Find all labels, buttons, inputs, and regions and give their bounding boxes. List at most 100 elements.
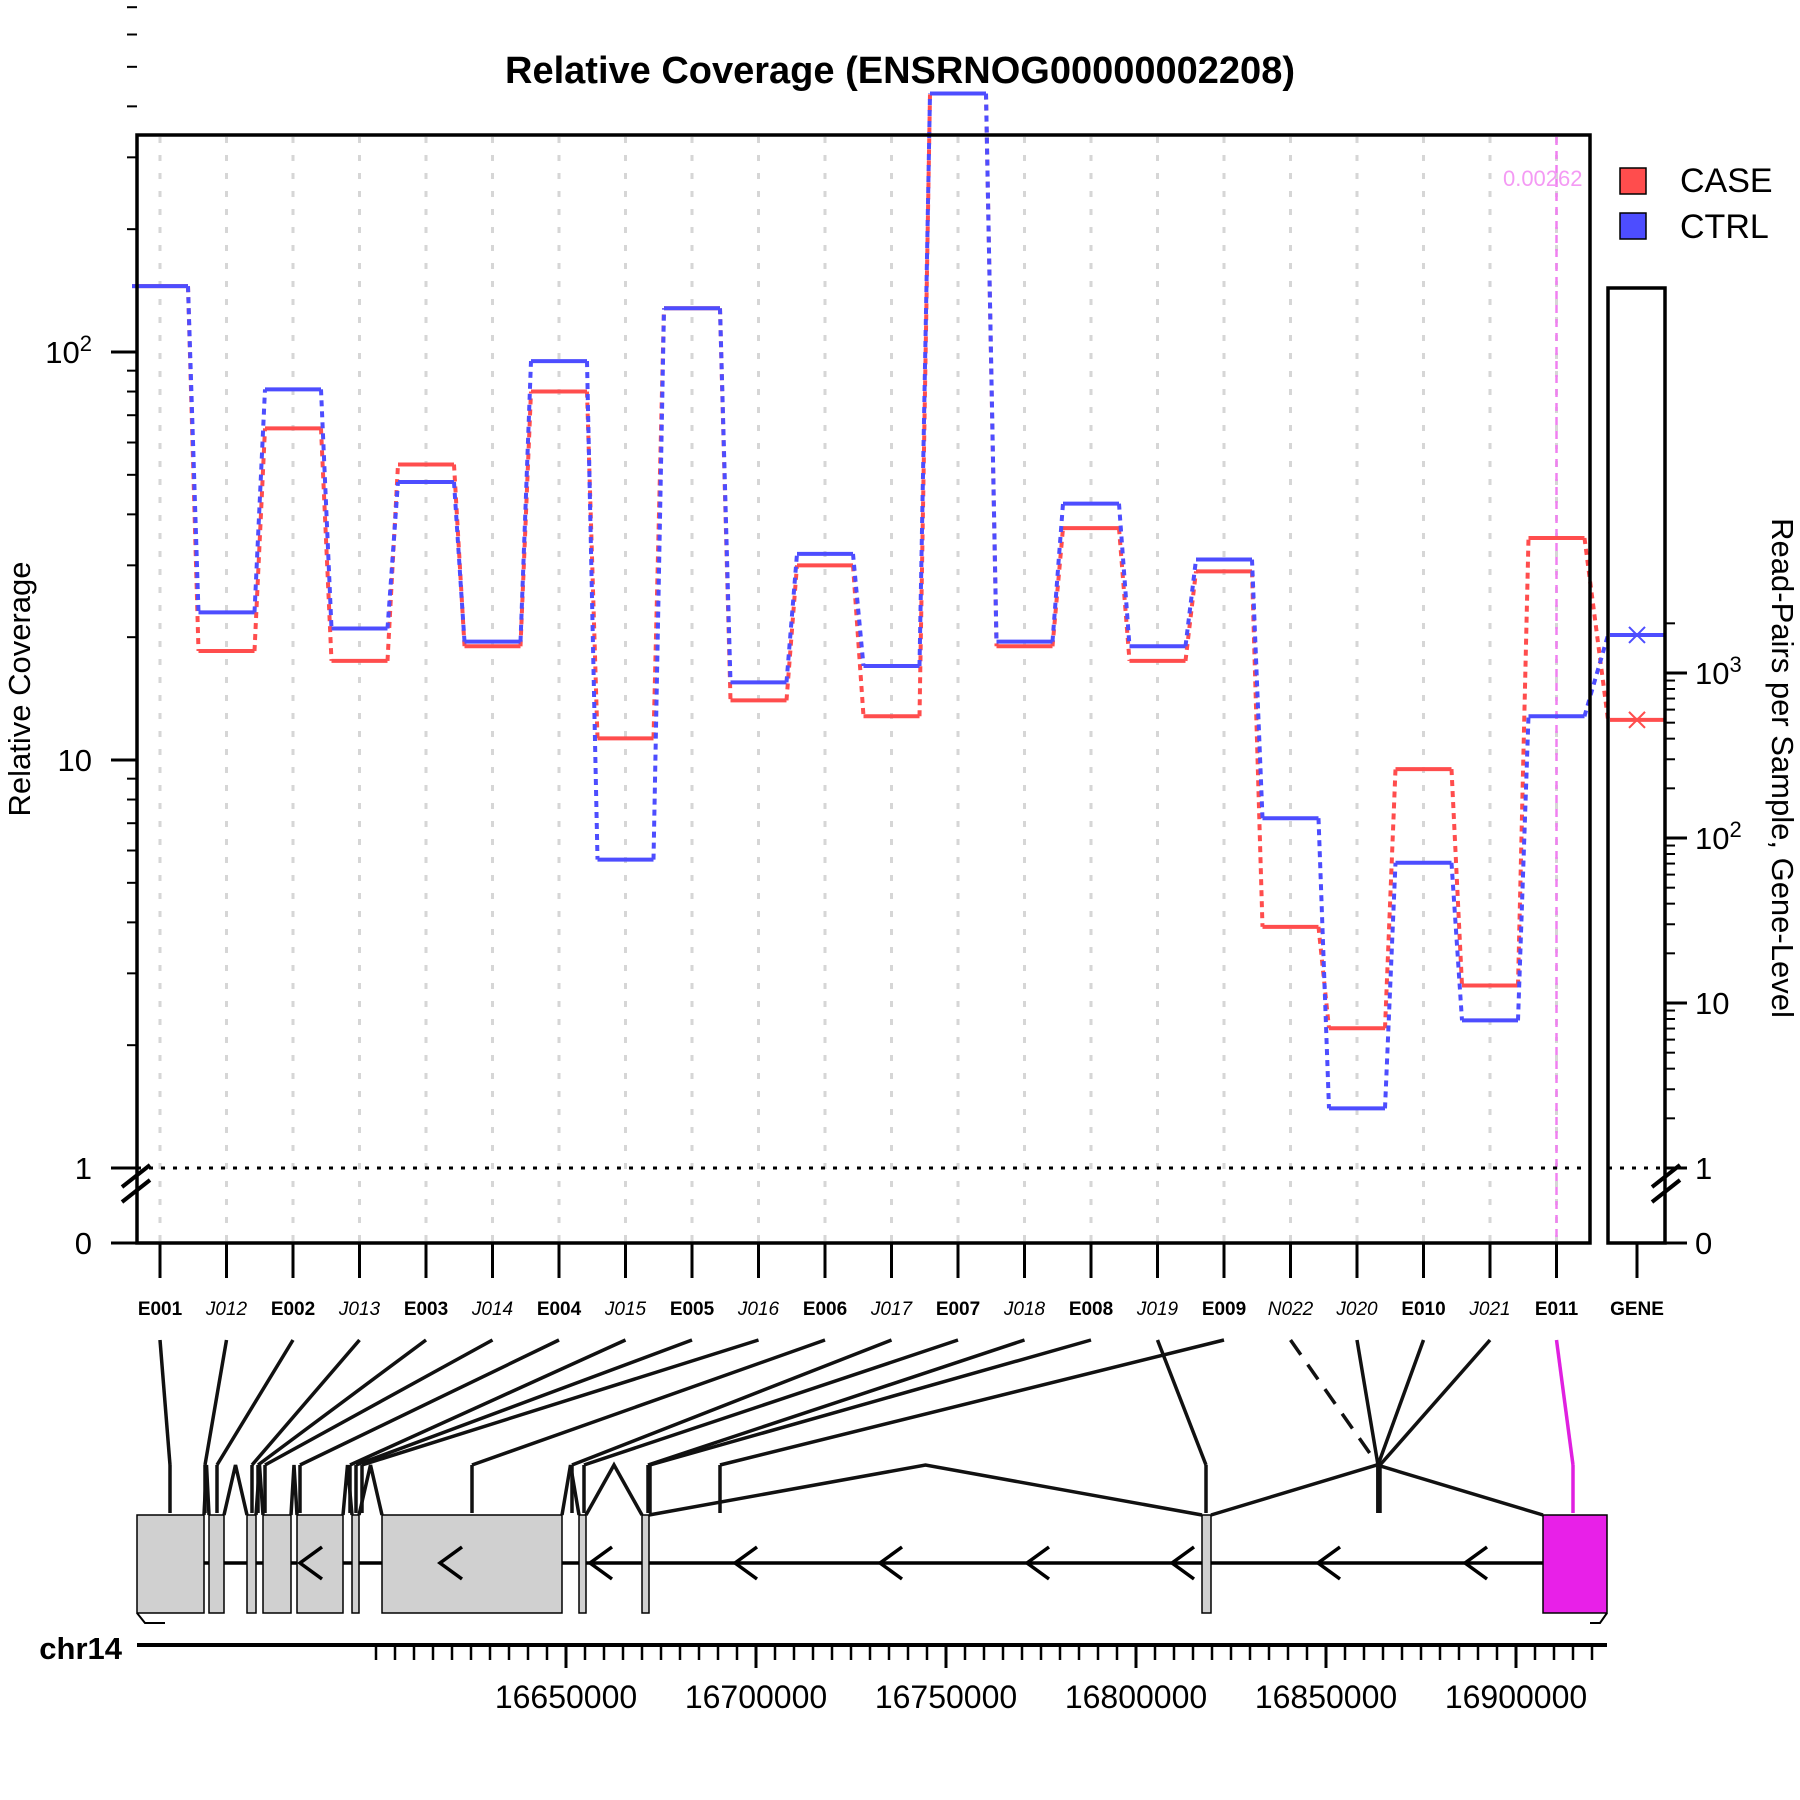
connector-e006 (471, 1338, 826, 1467)
feature-label-gene: GENE (1610, 1299, 1664, 1320)
connector-case (1183, 571, 1198, 662)
connector-case (452, 464, 467, 647)
y-tick-label: 102 (45, 331, 92, 370)
genome-tick-label: 16850000 (1255, 1679, 1397, 1715)
feature-label-j015: J015 (604, 1299, 647, 1320)
connector-ctrl (1050, 503, 1065, 642)
connector-j018 (647, 1338, 1026, 1467)
axis-break-mark (120, 1178, 152, 1204)
connector-ctrl (1250, 559, 1265, 819)
gene-marker-case (1628, 711, 1646, 729)
connector-e008 (649, 1338, 1092, 1467)
highlighted-exon-block (1542, 1514, 1608, 1614)
genome-tick-label: 16650000 (495, 1679, 637, 1715)
feature-label-j012: J012 (205, 1299, 248, 1320)
connector-ctrl (186, 286, 201, 613)
feature-label-j017: J017 (870, 1299, 914, 1320)
connector-n022 (1289, 1338, 1380, 1467)
connector-e010 (1376, 1339, 1426, 1466)
feature-label-j021: J021 (1468, 1299, 1510, 1320)
connector-ctrl (252, 389, 267, 613)
exon-block (136, 1514, 205, 1614)
feature-label-e003: E003 (404, 1299, 448, 1320)
connector-case (1316, 926, 1331, 1029)
feature-label-j018: J018 (1003, 1299, 1046, 1320)
axis-break-mark (120, 1163, 152, 1189)
feature-label-j013: J013 (338, 1299, 381, 1320)
connector-ctrl (917, 93, 932, 667)
junction-arc (202, 1464, 211, 1516)
strand-arrow (732, 1545, 759, 1581)
connector-j016 (361, 1338, 760, 1467)
connector-case (917, 93, 932, 717)
junction-arc (341, 1464, 354, 1516)
exon-block (578, 1514, 587, 1614)
feature-label-e008: E008 (1069, 1299, 1113, 1320)
legend-swatch-ctrl (1619, 212, 1647, 240)
feature-gridlines (158, 137, 1558, 1241)
series-ctrl (132, 91, 1610, 1111)
strand-arrow (297, 1545, 324, 1581)
feature-label-j016: J016 (737, 1299, 780, 1320)
y-axis-right: 1 10 102 103 0 (1650, 290, 1742, 1261)
connector-ctrl (1183, 559, 1198, 647)
series-case (132, 91, 1610, 1031)
legend-label-case: CASE (1680, 162, 1773, 200)
connector-case (1449, 768, 1464, 986)
highlight-marker: 0.00262 (1503, 137, 1583, 1241)
junction-arc (289, 1464, 299, 1516)
feature-label-j020: J020 (1335, 1299, 1378, 1320)
connector-j020 (1355, 1339, 1380, 1466)
connector-ctrl (1383, 862, 1398, 1109)
exon-block (1201, 1514, 1212, 1614)
strand-end-marker (1590, 1612, 1608, 1624)
connector-e003 (256, 1338, 428, 1467)
feature-label-e009: E009 (1202, 1299, 1246, 1320)
axis-break-mark (1650, 1178, 1682, 1204)
connector-e005 (355, 1338, 693, 1467)
connector-j021 (1378, 1338, 1492, 1467)
genome-tick-label: 16750000 (875, 1679, 1017, 1715)
connector-ctrl (1449, 862, 1464, 1021)
feature-label-e011: E011 (1535, 1299, 1579, 1320)
axis-break-mark (1650, 1163, 1682, 1189)
genome-tick-label: 16900000 (1445, 1679, 1587, 1715)
y-tick-label: 0 (75, 1226, 92, 1261)
legend-swatch-case (1619, 167, 1647, 195)
main-plot-panel: 0.00262 (132, 91, 1610, 1245)
connector-e011 (1554, 1339, 1575, 1466)
y-tick-label: 10 (58, 743, 92, 778)
junction-arc (254, 1464, 265, 1516)
connector-ctrl (385, 481, 400, 629)
gene-panel-frame (1606, 286, 1667, 1245)
y2-tick-label: 1 (1695, 1151, 1712, 1186)
chart-title: Relative Coverage (ENSRNOG00000002208) (505, 50, 1295, 92)
strand-arrow (1169, 1545, 1196, 1581)
connector-j017 (571, 1338, 893, 1467)
strand-arrow (1315, 1545, 1342, 1581)
highlight-pvalue-label: 0.00262 (1503, 166, 1583, 191)
exon-block (208, 1514, 225, 1614)
strand-arrow (1462, 1545, 1489, 1581)
genome-tick-label: 16700000 (685, 1679, 827, 1715)
genome-tick-label: 16800000 (1065, 1679, 1207, 1715)
feature-label-e005: E005 (670, 1299, 715, 1320)
connector-case (518, 391, 533, 647)
junction-arc (648, 1463, 1203, 1517)
coverage-series (132, 91, 1610, 1111)
connector-to-gene-case (1582, 537, 1610, 721)
connector-ctrl (1316, 818, 1331, 1109)
feature-label-j014: J014 (471, 1299, 513, 1320)
connector-e001 (158, 1339, 172, 1466)
junction-arc (222, 1464, 249, 1516)
gene-marker-ctrl (1628, 626, 1646, 644)
connector-ctrl (718, 308, 733, 683)
gene-level-series (1608, 626, 1665, 1170)
feature-label-e006: E006 (803, 1299, 847, 1320)
exon-block (246, 1514, 257, 1614)
feature-label-e002: E002 (271, 1299, 315, 1320)
strand-arrow (587, 1545, 614, 1581)
connector-ctrl (1117, 503, 1132, 647)
feature-axis: E001 J012 E002 J013 E003 J014 E004 J015 E005 J016… (138, 1243, 1664, 1320)
